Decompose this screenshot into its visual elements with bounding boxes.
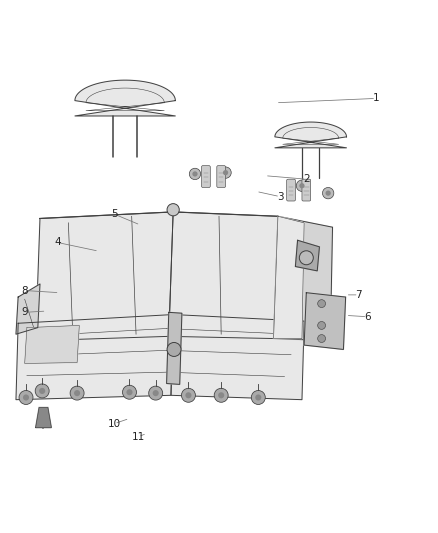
Circle shape bbox=[19, 391, 33, 405]
Circle shape bbox=[123, 385, 137, 399]
FancyBboxPatch shape bbox=[201, 166, 210, 188]
FancyBboxPatch shape bbox=[287, 179, 295, 201]
Circle shape bbox=[127, 389, 133, 395]
Text: 3: 3 bbox=[277, 192, 283, 201]
Text: 7: 7 bbox=[355, 290, 362, 300]
Polygon shape bbox=[304, 293, 346, 350]
Circle shape bbox=[318, 300, 325, 308]
Circle shape bbox=[181, 389, 195, 402]
Circle shape bbox=[74, 390, 80, 396]
Polygon shape bbox=[274, 216, 304, 338]
Polygon shape bbox=[166, 312, 182, 384]
Circle shape bbox=[149, 386, 162, 400]
Circle shape bbox=[23, 394, 29, 400]
Circle shape bbox=[70, 386, 84, 400]
Polygon shape bbox=[75, 80, 175, 116]
Circle shape bbox=[192, 171, 198, 176]
Circle shape bbox=[39, 388, 45, 394]
Circle shape bbox=[167, 204, 179, 216]
Text: 5: 5 bbox=[111, 209, 117, 219]
Circle shape bbox=[322, 188, 334, 199]
Circle shape bbox=[35, 384, 49, 398]
Polygon shape bbox=[35, 212, 173, 341]
Polygon shape bbox=[274, 216, 332, 341]
Circle shape bbox=[220, 167, 231, 179]
Text: 6: 6 bbox=[364, 312, 371, 322]
Circle shape bbox=[167, 343, 181, 357]
Text: 1: 1 bbox=[373, 93, 379, 103]
FancyBboxPatch shape bbox=[302, 179, 311, 201]
Circle shape bbox=[251, 391, 265, 405]
Circle shape bbox=[185, 392, 191, 398]
Circle shape bbox=[255, 394, 261, 400]
Text: 8: 8 bbox=[21, 286, 28, 295]
Polygon shape bbox=[16, 314, 173, 400]
Circle shape bbox=[325, 190, 331, 196]
Circle shape bbox=[299, 183, 304, 188]
Text: 10: 10 bbox=[108, 419, 121, 429]
Text: 11: 11 bbox=[131, 432, 145, 442]
Circle shape bbox=[218, 392, 224, 398]
Circle shape bbox=[214, 389, 228, 402]
Circle shape bbox=[296, 180, 307, 191]
Text: 4: 4 bbox=[54, 238, 61, 247]
Circle shape bbox=[299, 251, 313, 265]
Polygon shape bbox=[25, 326, 79, 364]
FancyBboxPatch shape bbox=[217, 166, 226, 188]
Circle shape bbox=[318, 335, 325, 343]
Polygon shape bbox=[169, 212, 278, 338]
Polygon shape bbox=[16, 284, 40, 334]
Circle shape bbox=[152, 390, 159, 396]
Polygon shape bbox=[35, 408, 51, 427]
Polygon shape bbox=[171, 314, 304, 400]
Circle shape bbox=[318, 321, 325, 329]
Circle shape bbox=[223, 170, 228, 175]
Circle shape bbox=[189, 168, 201, 180]
Polygon shape bbox=[295, 240, 319, 271]
Polygon shape bbox=[275, 122, 346, 148]
Text: 2: 2 bbox=[303, 174, 310, 184]
Text: 9: 9 bbox=[21, 308, 28, 317]
